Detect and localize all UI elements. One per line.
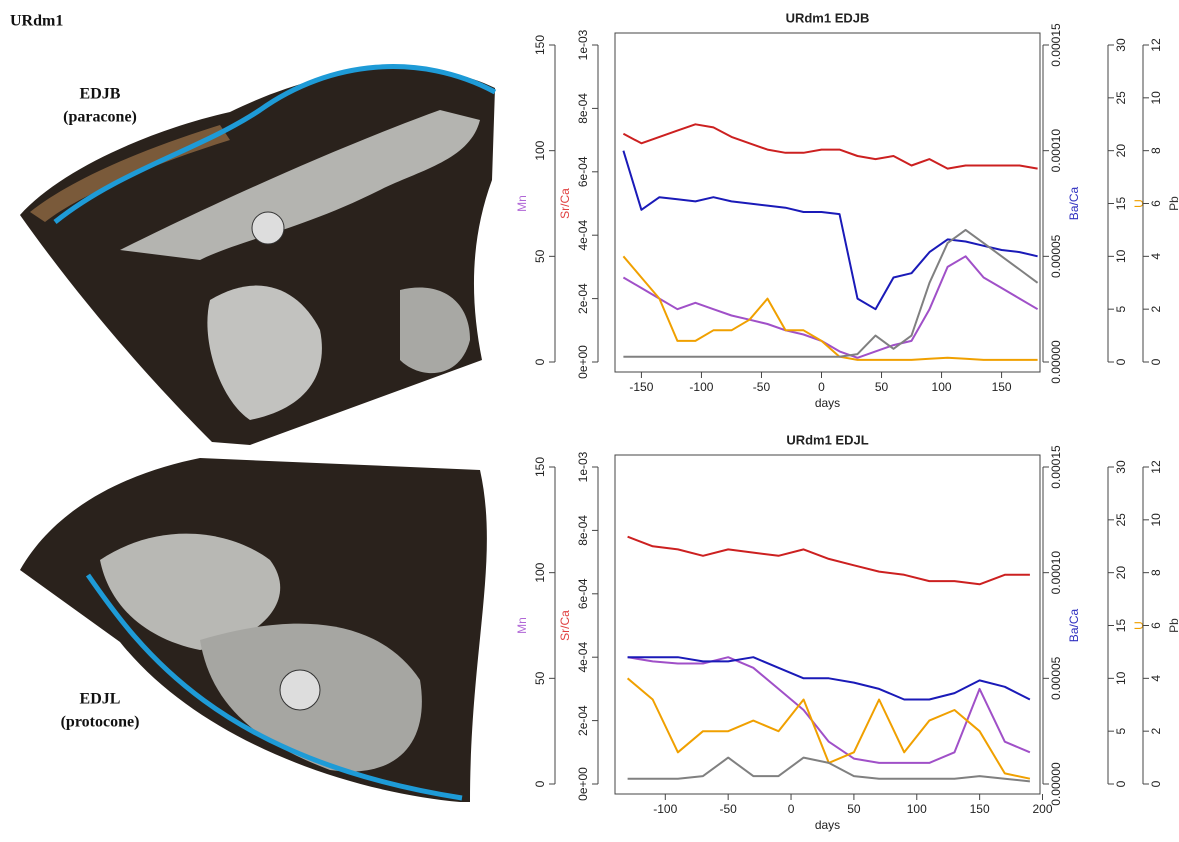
series-line (623, 230, 1037, 357)
y-tick-label: 25 (1114, 91, 1128, 105)
y-tick-label: 10 (1114, 249, 1128, 263)
y-tick-label: 5 (1114, 306, 1128, 313)
series-line (623, 151, 1037, 310)
y-axis-title: Pb (1167, 196, 1179, 211)
y-axis-title: Pb (1167, 618, 1179, 633)
y-tick-label: 12 (1149, 38, 1163, 52)
y-tick-label: 0e+00 (576, 767, 590, 801)
y-tick-label: 15 (1114, 197, 1128, 211)
y-tick-label: 0.00000 (1049, 762, 1063, 806)
y-tick-label: 0e+00 (576, 345, 590, 379)
y-tick-label: 50 (533, 249, 547, 263)
series-line (623, 256, 1037, 358)
x-axis-title: days (815, 818, 840, 832)
y-tick-label: 50 (533, 671, 547, 685)
y-tick-label: 0.00010 (1049, 551, 1063, 595)
y-tick-label: 0 (1149, 358, 1163, 365)
series-line (628, 657, 1030, 763)
chart-title: URdm1 EDJL (786, 432, 868, 447)
y-tick-label: 100 (533, 562, 547, 582)
series-line (623, 256, 1037, 360)
y-tick-label: 8 (1149, 569, 1163, 576)
y-tick-label: 0.00015 (1049, 445, 1063, 489)
y-tick-label: 25 (1114, 513, 1128, 527)
x-tick-label: -50 (753, 380, 771, 394)
y-tick-label: 100 (533, 140, 547, 160)
y-tick-label: 150 (533, 457, 547, 477)
y-tick-label: 1e-03 (576, 451, 590, 482)
y-tick-label: 6 (1149, 200, 1163, 207)
x-tick-label: 50 (875, 380, 889, 394)
y-axis-title: Ba/Ca (1067, 187, 1081, 221)
x-tick-label: 100 (907, 802, 927, 816)
y-tick-label: 8e-04 (576, 515, 590, 546)
y-tick-label: 6 (1149, 622, 1163, 629)
y-tick-label: 150 (533, 35, 547, 55)
plot-box (615, 455, 1040, 794)
x-tick-label: 150 (992, 380, 1012, 394)
y-axis-title: Mn (515, 195, 529, 212)
y-tick-label: 20 (1114, 566, 1128, 580)
y-tick-label: 8 (1149, 147, 1163, 154)
region-detail: (protocone) (61, 714, 140, 731)
y-tick-label: 1e-03 (576, 29, 590, 60)
series-line (623, 124, 1037, 168)
y-tick-label: 4 (1149, 253, 1163, 260)
y-tick-label: 0 (1149, 780, 1163, 787)
y-axis-title: Mn (515, 617, 529, 634)
y-tick-label: 4e-04 (576, 642, 590, 673)
x-tick-label: -150 (629, 380, 653, 394)
y-tick-label: 30 (1114, 460, 1128, 474)
y-tick-label: 0.00010 (1049, 129, 1063, 173)
x-tick-label: 100 (932, 380, 952, 394)
y-tick-label: 10 (1149, 91, 1163, 105)
y-tick-label: 4 (1149, 675, 1163, 682)
y-tick-label: 0.00015 (1049, 23, 1063, 67)
region-detail: (paracone) (63, 109, 137, 126)
y-axis-title: Sr/Ca (558, 610, 572, 641)
y-tick-label: 0 (533, 358, 547, 365)
y-tick-label: 0 (1114, 780, 1128, 787)
x-tick-label: 0 (788, 802, 795, 816)
y-tick-label: 0 (533, 780, 547, 787)
y-tick-label: 2 (1149, 728, 1163, 735)
y-tick-label: 0 (1114, 358, 1128, 365)
y-tick-label: 2e-04 (576, 705, 590, 736)
y-tick-label: 20 (1114, 144, 1128, 158)
y-axis-title: Ba/Ca (1067, 609, 1081, 643)
x-tick-label: -100 (653, 802, 677, 816)
y-tick-label: 2e-04 (576, 283, 590, 314)
x-tick-label: 150 (970, 802, 990, 816)
y-tick-label: 4e-04 (576, 220, 590, 251)
region-name: EDJL (80, 691, 121, 708)
figure-label: URdm1 (10, 13, 63, 30)
x-tick-label: -100 (689, 380, 713, 394)
y-tick-label: 5 (1114, 728, 1128, 735)
y-tick-label: 0.00005 (1049, 656, 1063, 700)
x-tick-label: 0 (818, 380, 825, 394)
y-tick-label: 10 (1149, 513, 1163, 527)
region-name: EDJB (80, 86, 121, 103)
y-axis-title: Sr/Ca (558, 188, 572, 219)
y-tick-label: 15 (1114, 619, 1128, 633)
x-tick-label: -50 (719, 802, 737, 816)
chart-title: URdm1 EDJB (786, 10, 870, 25)
figure: URdm1 EDJB (paracone) EDJL (protocone) U… (0, 0, 1179, 842)
series-line (628, 537, 1030, 585)
y-tick-label: 2 (1149, 306, 1163, 313)
x-axis-title: days (815, 396, 840, 410)
y-tick-label: 10 (1114, 671, 1128, 685)
y-tick-label: 0.00000 (1049, 340, 1063, 384)
y-tick-label: 0.00005 (1049, 234, 1063, 278)
x-tick-label: 50 (847, 802, 861, 816)
plot-box (615, 33, 1040, 372)
y-tick-label: 30 (1114, 38, 1128, 52)
y-tick-label: 12 (1149, 460, 1163, 474)
y-tick-label: 8e-04 (576, 93, 590, 124)
y-tick-label: 6e-04 (576, 156, 590, 187)
y-tick-label: 6e-04 (576, 578, 590, 609)
